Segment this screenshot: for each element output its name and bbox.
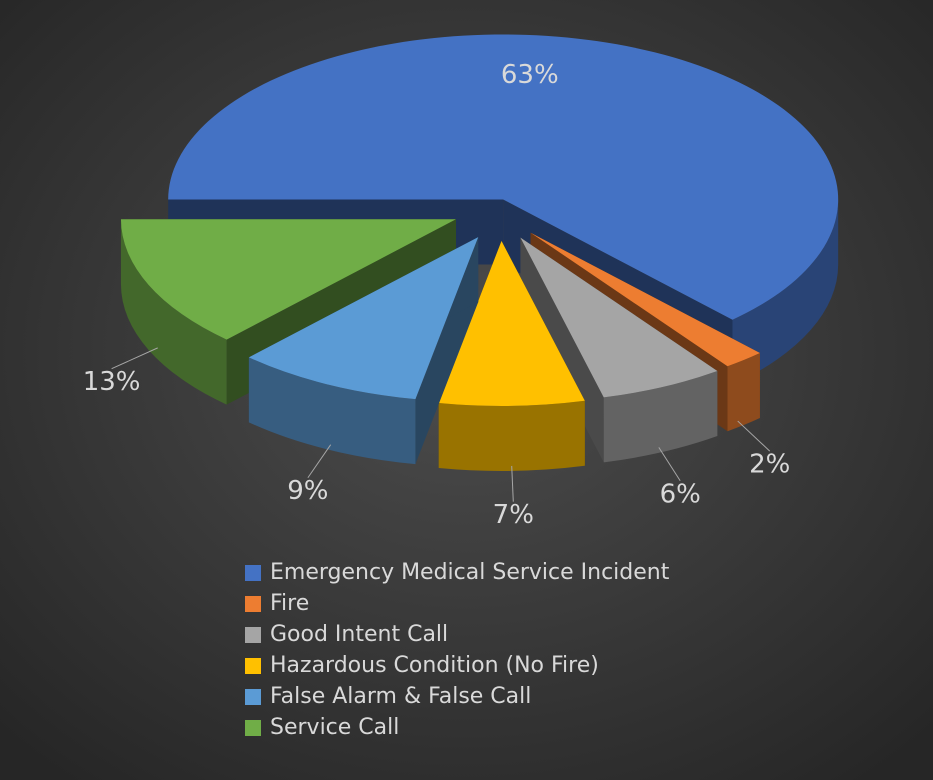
data-label: 63% xyxy=(501,60,559,90)
legend-label: Fire xyxy=(270,591,309,616)
legend-swatch xyxy=(245,596,261,612)
slice-side xyxy=(248,357,416,465)
legend-swatch xyxy=(245,565,261,581)
slice-top xyxy=(520,237,718,398)
slice-side xyxy=(120,219,227,405)
legend-swatch xyxy=(245,720,261,736)
data-label: 9% xyxy=(287,476,328,506)
leader-line xyxy=(658,447,681,482)
legend-swatch xyxy=(245,658,261,674)
leader-line xyxy=(511,465,514,502)
legend-label: Emergency Medical Service Incident xyxy=(270,560,670,585)
legend-swatch xyxy=(245,627,261,643)
pie-slice xyxy=(248,237,479,465)
legend-swatch xyxy=(245,689,261,705)
data-label: 13% xyxy=(83,367,141,397)
legend-label: Hazardous Condition (No Fire) xyxy=(270,653,599,678)
leader-line xyxy=(111,347,158,370)
data-label: 7% xyxy=(493,500,534,530)
slice-top xyxy=(438,240,585,406)
leader-line xyxy=(307,444,332,479)
leader-line xyxy=(737,420,771,452)
legend-label: Service Call xyxy=(270,715,399,740)
data-label: 6% xyxy=(660,479,701,509)
slice-side xyxy=(603,371,718,463)
slice-top xyxy=(530,232,760,367)
slice-side xyxy=(727,353,760,432)
slice-top xyxy=(120,219,456,340)
slice-side xyxy=(438,400,585,471)
pie-slice xyxy=(438,240,585,471)
slice-top xyxy=(248,237,479,400)
slice-top xyxy=(168,34,839,320)
legend-label: False Alarm & False Call xyxy=(270,684,531,709)
slice-side xyxy=(732,199,839,385)
legend-label: Good Intent Call xyxy=(270,622,448,647)
data-label: 2% xyxy=(749,450,790,480)
